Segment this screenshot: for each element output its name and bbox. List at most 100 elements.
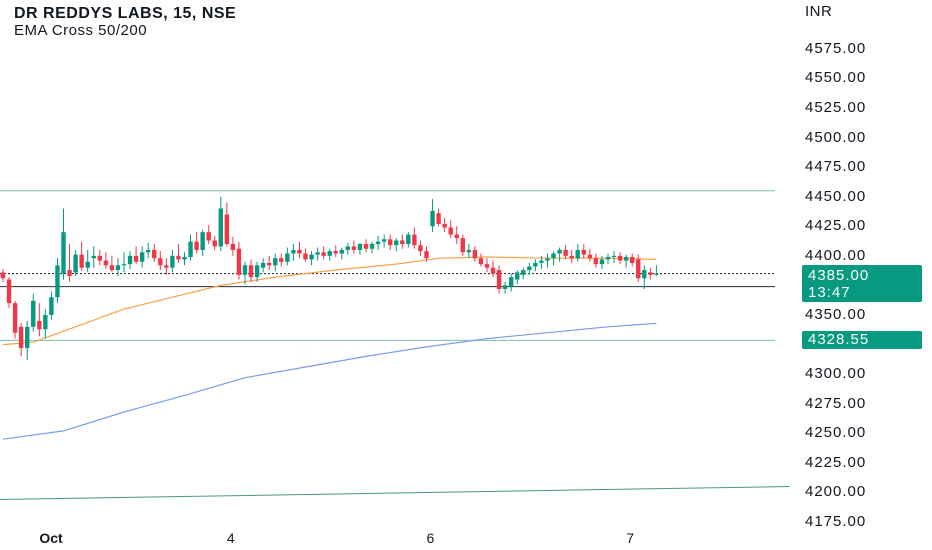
candle-body [230, 244, 236, 250]
ema-lines [2, 256, 657, 440]
candle [176, 244, 181, 263]
y-tick-label: 4225.00 [805, 453, 867, 471]
candle-body [327, 251, 332, 256]
candle-body [545, 258, 550, 261]
candle [273, 253, 278, 272]
y-tick-label: 4525.00 [805, 98, 867, 116]
y-tick-label: 4175.00 [805, 513, 867, 530]
candle-body [73, 254, 78, 273]
candle-body [115, 265, 121, 271]
candle [182, 252, 187, 266]
x-tick-label: 6 [426, 530, 435, 546]
candle [152, 244, 157, 262]
candle-body [418, 245, 423, 252]
candle-body [85, 261, 90, 268]
candles [0, 196, 659, 360]
candle-body [569, 255, 574, 259]
candle-body [309, 254, 314, 260]
candle [309, 251, 314, 266]
y-tick-label: 4275.00 [805, 394, 867, 412]
candle [369, 241, 375, 254]
candle [67, 244, 72, 282]
candle-body [599, 259, 605, 265]
candle-body [345, 246, 351, 250]
candle-body [321, 252, 326, 256]
candle [569, 249, 574, 263]
candle-body [43, 314, 48, 330]
candle [545, 253, 550, 268]
candle [400, 234, 405, 249]
candle [442, 217, 447, 233]
candle-body [521, 270, 526, 275]
candle-body [194, 241, 199, 250]
candle-body [127, 255, 133, 265]
candle [375, 235, 381, 250]
candle-body [557, 249, 562, 254]
candle [43, 309, 48, 339]
candle-body [315, 252, 320, 255]
candle-body [605, 257, 611, 260]
x-tick-label: 4 [226, 530, 235, 546]
candle-body [188, 241, 193, 258]
candle [381, 234, 387, 248]
candle-body [152, 249, 157, 259]
candle [642, 265, 647, 289]
candle [430, 199, 435, 233]
candle-body [351, 246, 357, 250]
candle-body [285, 253, 290, 262]
candle [539, 255, 544, 269]
candle [218, 196, 223, 252]
candle [55, 258, 60, 304]
candle-body [91, 255, 96, 259]
candle [581, 244, 586, 259]
indicator-label[interactable]: EMA Cross 50/200 [14, 22, 148, 39]
candle [242, 261, 248, 285]
candle [158, 251, 163, 271]
candle [472, 246, 478, 262]
candle [587, 248, 593, 262]
candle-body [109, 265, 115, 271]
candle [460, 234, 465, 256]
trend-line-layer [0, 486, 790, 501]
candle-body [25, 326, 30, 349]
candle [230, 236, 236, 256]
candle [448, 220, 453, 239]
candle [388, 234, 393, 250]
candle-body [442, 223, 447, 228]
candle-body [617, 255, 623, 261]
y-tick-label: 4475.00 [805, 158, 867, 176]
candle-body [478, 258, 484, 265]
candle [31, 293, 36, 332]
candle-body [212, 240, 217, 247]
candle-body [575, 249, 580, 259]
x-tick-label: 7 [626, 530, 634, 546]
candle-body [37, 320, 42, 330]
candle-body [509, 277, 514, 287]
candle-body [593, 258, 599, 265]
candle [285, 247, 290, 266]
candle-body [12, 303, 18, 333]
candle-body [260, 262, 266, 268]
candle-body [206, 232, 211, 241]
candle-body [436, 213, 441, 224]
candle [617, 252, 623, 265]
candle [0, 268, 6, 282]
candle [363, 239, 369, 253]
candle [85, 249, 90, 273]
candle-body [236, 248, 242, 275]
candle-body [581, 249, 586, 255]
candle [188, 234, 193, 261]
candle [563, 245, 568, 260]
candle-body [551, 253, 556, 259]
candle-body [460, 238, 465, 253]
candle [478, 253, 484, 267]
candle [424, 246, 429, 262]
candle-body [273, 258, 278, 266]
candle [109, 255, 115, 273]
candle [49, 291, 54, 320]
candle [6, 277, 12, 308]
candle [291, 244, 296, 261]
candle-body [267, 262, 272, 266]
candle [267, 255, 272, 271]
